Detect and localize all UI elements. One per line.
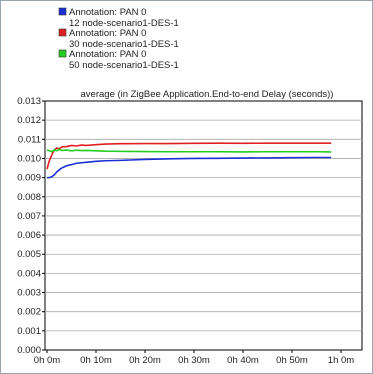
legend-swatch <box>58 28 67 37</box>
plot-area <box>44 100 363 351</box>
legend-sublabel: 30 node-scenario1-DES-1 <box>69 39 179 50</box>
y-tick-label: 0.003 <box>17 288 41 299</box>
series-line-1 <box>47 156 332 179</box>
x-tick-label: 0h 0m <box>34 355 60 366</box>
legend: Annotation: PAN 012 node-scenario1-DES-1… <box>58 7 179 71</box>
x-tick-label: 0h 20m <box>129 355 161 366</box>
y-tick-label: 0.000 <box>17 345 41 356</box>
x-tick-label: 0h 40m <box>227 355 259 366</box>
series-line-3 <box>46 148 332 153</box>
x-axis: 0h 0m 0h 10m 0h 20m 0h 30m 0h 40m 0h 50m 1h 0m <box>34 350 354 366</box>
y-tick-label: 0.010 <box>17 153 41 164</box>
y-tick-label: 0.004 <box>17 268 41 279</box>
legend-swatch <box>58 49 67 58</box>
x-tick-label: 0h 30m <box>178 355 210 366</box>
y-tick-label: 0.001 <box>17 326 41 337</box>
x-tick-label: 0h 50m <box>276 355 308 366</box>
y-tick-label: 0.005 <box>17 249 41 260</box>
y-tick-label: 0.008 <box>17 192 41 203</box>
series-line-2 <box>46 142 332 170</box>
y-tick-label: 0.011 <box>18 134 41 145</box>
x-tick-label: 1h 0m <box>328 355 354 366</box>
legend-label: Annotation: PAN 0 <box>69 7 146 18</box>
legend-label: Annotation: PAN 0 <box>69 49 146 60</box>
y-tick-label: 0.006 <box>17 230 41 241</box>
y-tick-label: 0.007 <box>17 211 41 222</box>
y-axis: 0.000 0.001 0.002 0.003 0.004 0.005 0.006 0.007… <box>17 96 45 356</box>
series-group <box>46 142 332 179</box>
chart-title: average (in ZigBee Application.End-to-en… <box>81 89 334 100</box>
y-tick-label: 0.013 <box>17 96 41 107</box>
legend-sublabel: 12 node-scenario1-DES-1 <box>69 18 179 29</box>
legend-label: Annotation: PAN 0 <box>69 28 146 39</box>
y-tick-label: 0.002 <box>17 307 41 318</box>
y-tick-label: 0.009 <box>17 173 41 184</box>
x-tick-label: 0h 10m <box>80 355 112 366</box>
y-tick-label: 0.012 <box>17 115 41 126</box>
legend-sublabel: 50 node-scenario1-DES-1 <box>69 60 179 71</box>
legend-swatch <box>58 7 67 16</box>
